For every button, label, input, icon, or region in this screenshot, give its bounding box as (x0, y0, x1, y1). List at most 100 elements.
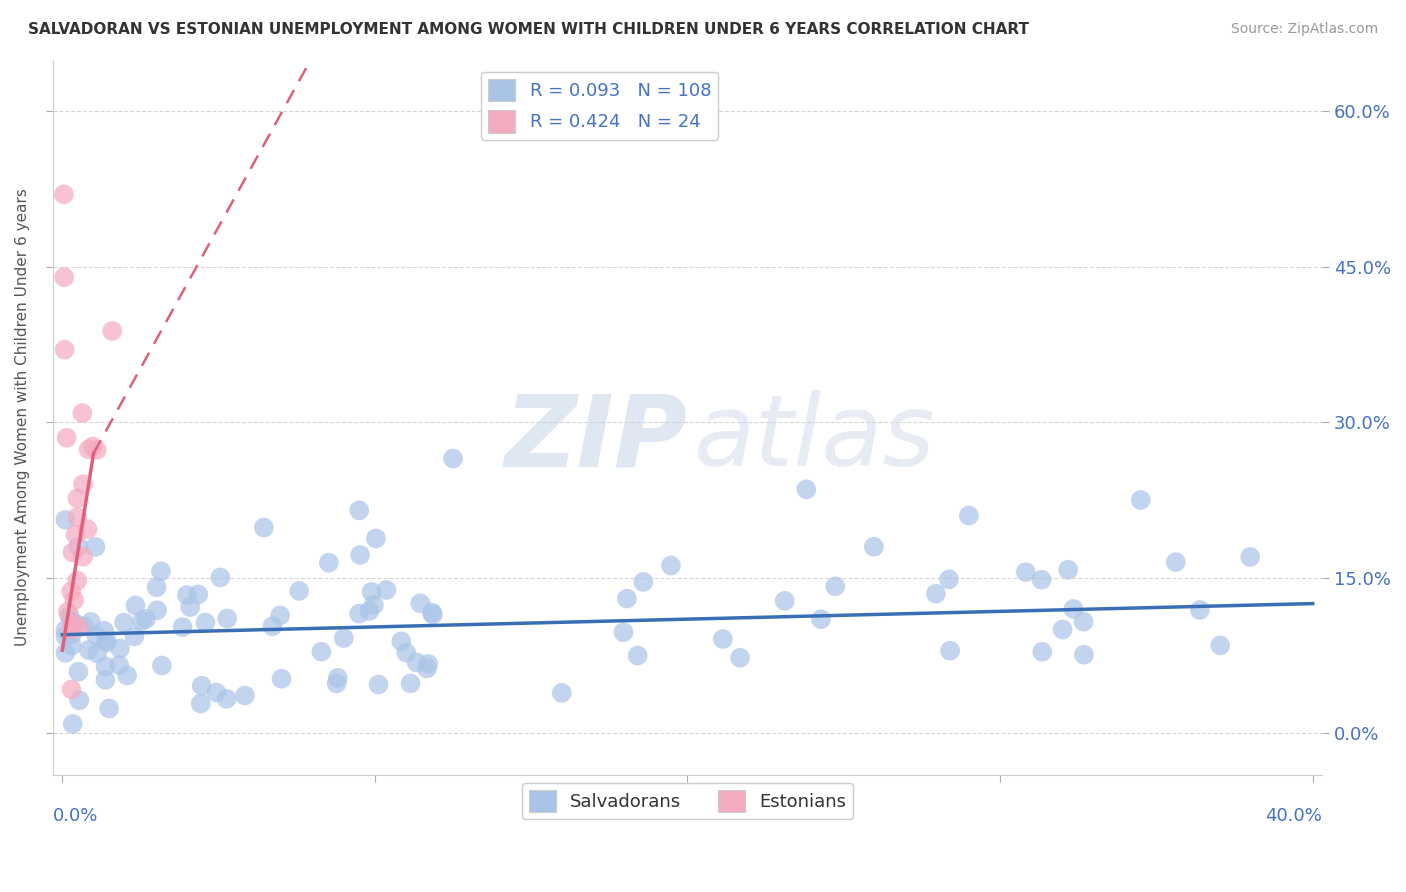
Point (98, 701, 121, 715)
Point (72, 406, 94, 420)
Point (73, 619, 96, 633)
Point (375, 582, 398, 597)
Point (62, 717, 84, 731)
Point (399, 676, 422, 690)
Point (67, 620, 90, 634)
Point (60, 682, 83, 697)
Point (176, 588, 198, 602)
Point (67, 665, 90, 679)
Point (333, 631, 356, 645)
Point (77, 442, 100, 457)
Point (347, 607, 370, 621)
Point (112, 615, 135, 630)
Point (422, 607, 444, 622)
Point (187, 587, 209, 601)
Point (53, 270, 76, 285)
Point (863, 540, 886, 554)
Point (146, 603, 169, 617)
Point (135, 612, 157, 626)
Point (82, 440, 104, 454)
Text: 0.0%: 0.0% (53, 806, 98, 825)
Point (58, 608, 80, 623)
Point (76, 522, 98, 536)
Point (824, 579, 846, 593)
Point (1031, 645, 1053, 659)
Point (96, 634, 118, 648)
Point (409, 596, 432, 610)
Point (60, 639, 83, 653)
Point (86, 647, 108, 661)
Point (810, 612, 832, 626)
Point (209, 570, 232, 584)
Point (262, 619, 284, 633)
Point (416, 661, 439, 675)
Point (420, 606, 443, 620)
Point (93, 624, 115, 638)
Point (66, 510, 89, 524)
Point (94, 659, 117, 673)
Point (367, 677, 389, 691)
Point (55, 623, 77, 637)
Point (55, 513, 77, 527)
Point (311, 645, 333, 659)
Point (270, 672, 292, 686)
Point (1129, 493, 1152, 508)
Point (190, 679, 212, 693)
Text: SALVADORAN VS ESTONIAN UNEMPLOYMENT AMONG WOMEN WITH CHILDREN UNDER 6 YEARS CORR: SALVADORAN VS ESTONIAN UNEMPLOYMENT AMON… (28, 22, 1029, 37)
Point (55, 431, 77, 445)
Point (925, 587, 948, 601)
Point (728, 650, 751, 665)
Point (72, 549, 94, 564)
Point (131, 614, 153, 628)
Point (62, 545, 84, 559)
Point (84, 540, 107, 554)
Point (441, 451, 464, 466)
Point (63, 593, 86, 607)
Point (1052, 623, 1074, 637)
Point (215, 691, 238, 706)
Point (52, 187, 75, 202)
Text: 40.0%: 40.0% (1265, 806, 1322, 825)
Point (1073, 648, 1095, 662)
Point (115, 668, 138, 682)
Point (67, 693, 90, 707)
Point (616, 591, 638, 606)
Point (94, 635, 117, 649)
Text: Source: ZipAtlas.com: Source: ZipAtlas.com (1230, 22, 1378, 37)
Point (66, 574, 89, 588)
Point (108, 657, 131, 672)
Point (145, 580, 167, 594)
Point (66, 491, 89, 506)
Legend: Salvadorans, Estonians: Salvadorans, Estonians (522, 782, 853, 819)
Point (1188, 603, 1211, 617)
Point (612, 625, 634, 640)
Point (288, 583, 311, 598)
Point (957, 508, 980, 523)
Point (364, 532, 387, 546)
Point (194, 615, 217, 630)
Point (1031, 573, 1053, 587)
Point (349, 548, 371, 562)
Point (179, 600, 201, 615)
Point (633, 574, 655, 589)
Point (551, 686, 574, 700)
Point (172, 620, 194, 634)
Point (149, 564, 172, 578)
Point (363, 598, 385, 612)
Point (1209, 639, 1232, 653)
Point (60, 584, 83, 599)
Point (233, 689, 256, 703)
Point (1073, 615, 1095, 629)
Point (190, 697, 212, 711)
Point (1062, 602, 1084, 616)
Point (55, 629, 77, 643)
Point (62, 616, 84, 631)
Point (360, 585, 382, 599)
Point (77, 643, 100, 657)
Point (62, 615, 84, 630)
Point (56, 605, 79, 619)
Point (59, 622, 82, 636)
Point (794, 483, 817, 497)
Point (389, 634, 412, 648)
Point (711, 632, 734, 646)
